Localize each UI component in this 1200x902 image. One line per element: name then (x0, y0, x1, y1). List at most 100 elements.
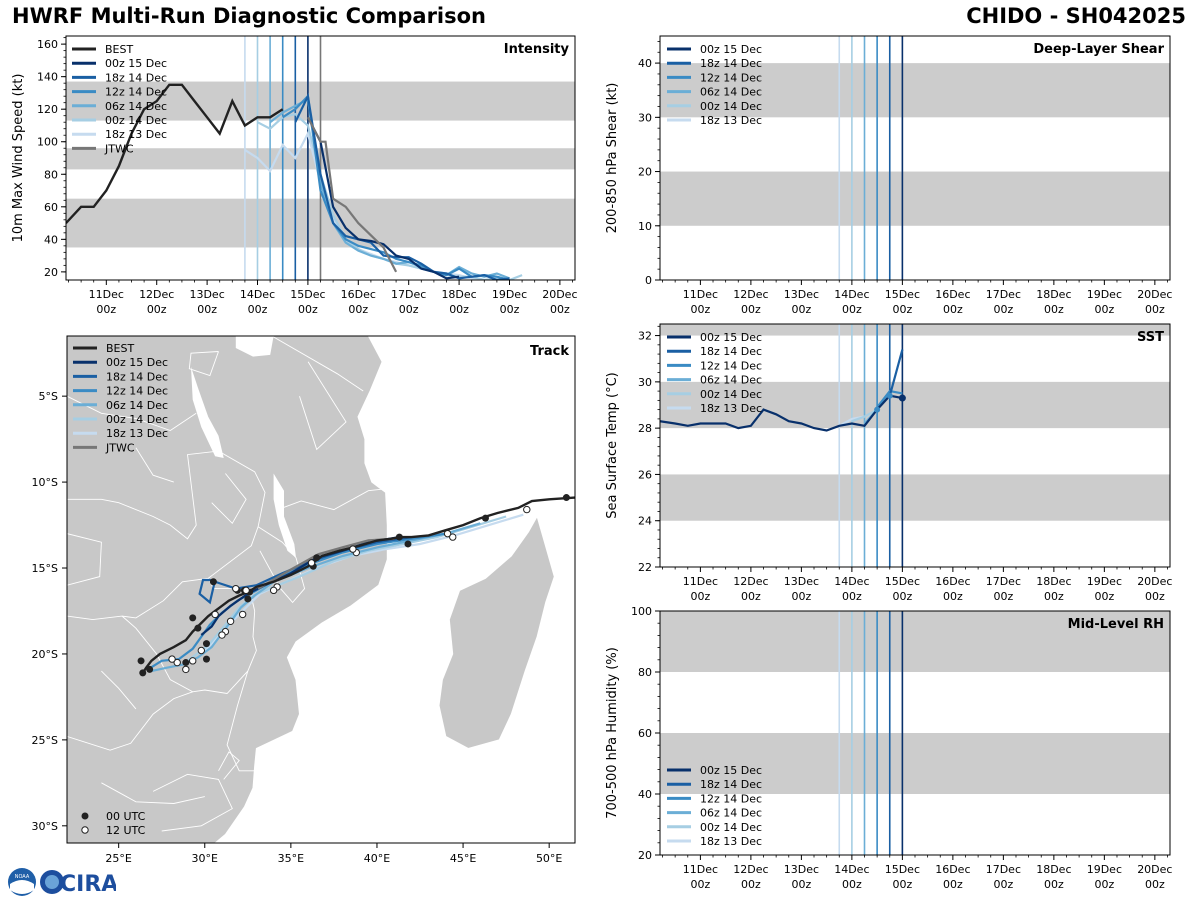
country-border (152, 773, 233, 832)
country-border (257, 526, 306, 604)
track-00utc-point (139, 669, 147, 677)
shear-legend-label: 00z 15 Dec (700, 43, 762, 56)
rh-xtick-hour: 00z (791, 878, 811, 891)
sst-xtick-day: 13Dec (784, 575, 819, 588)
rh-legend-label: 06z 14 Dec (700, 807, 762, 820)
sst-ytick-label: 28 (638, 422, 652, 435)
country-border (271, 336, 364, 392)
sst-band (660, 381, 1170, 429)
intensity-xtick-hour: 00z (197, 303, 217, 316)
intensity-xtick-hour: 00z (147, 303, 167, 316)
country-border (67, 395, 197, 431)
rh-panel: 20 40 60 80 100 11Dec 00z 12Dec 00z 13Dec 00z 14Dec… (605, 605, 1172, 891)
sst-xtick-day: 18Dec (1036, 575, 1071, 588)
intensity-legend-label: 06z 14 Dec (105, 100, 167, 113)
lake-victoria (235, 336, 274, 357)
track-ytick-label: 10°S (32, 476, 58, 489)
shear-legend-label: 18z 14 Dec (700, 57, 762, 70)
track-xtick-label: 40°E (364, 852, 390, 865)
intensity-xtick-day: 19Dec (492, 288, 527, 301)
intensity-xtick-day: 14Dec (240, 288, 275, 301)
cira-logo: NOAA CIRA (6, 866, 118, 898)
track-00utc-point (313, 554, 321, 562)
rh-xtick-day: 18Dec (1036, 863, 1071, 876)
rh-xtick-hour: 00z (1044, 878, 1064, 891)
track-ytick-label: 25°S (32, 734, 58, 747)
intensity-ytick-label: 140 (37, 71, 58, 84)
shear-band (660, 171, 1170, 226)
shear-ytick-label: 0 (645, 274, 652, 287)
intensity-xtick-day: 13Dec (189, 288, 224, 301)
sst-xtick-day: 16Dec (935, 575, 970, 588)
intensity-xtick-hour: 00z (500, 303, 520, 316)
track-12utc-point (269, 586, 278, 595)
shear-legend-label: 06z 14 Dec (700, 86, 762, 99)
track-00utc-point (481, 514, 489, 522)
rh-legend-label: 18z 13 Dec (700, 835, 762, 848)
track-00utc-point (146, 665, 154, 673)
intensity-xtick-day: 16Dec (341, 288, 376, 301)
track-00utc-point (137, 657, 145, 665)
track-00utc-point (202, 640, 210, 648)
shear-xtick-hour: 00z (791, 303, 811, 316)
track-12utc-point (168, 655, 176, 663)
rh-legend-label: 12z 14 Dec (700, 792, 762, 805)
intensity-legend-label: 00z 15 Dec (105, 57, 167, 70)
rh-xtick-day: 13Dec (784, 863, 819, 876)
shear-xtick-hour: 00z (892, 303, 912, 316)
sst-point (874, 406, 881, 413)
shear-legend-label: 12z 14 Dec (700, 71, 762, 84)
intensity-ytick-label: 80 (44, 168, 58, 181)
sst-run-line (888, 349, 904, 396)
shear-legend-label: 00z 14 Dec (700, 100, 762, 113)
rh-band (660, 611, 1170, 672)
track-frame (66, 335, 576, 844)
intensity-run-line (294, 92, 510, 280)
intensity-legend-label: 18z 14 Dec (105, 71, 167, 84)
rh-xtick-hour: 00z (842, 878, 862, 891)
intensity-run-line (306, 116, 460, 280)
sst-ylabel: Sea Surface Temp (°C) (605, 372, 620, 519)
country-border (67, 691, 193, 751)
intensity-ytick-label: 160 (37, 38, 58, 51)
rh-xtick-hour: 00z (741, 878, 761, 891)
shear-ylabel: 200-850 hPa Shear (kt) (605, 83, 620, 234)
shear-ytick-label: 40 (638, 57, 652, 70)
rh-xtick-day: 14Dec (834, 863, 869, 876)
cira-logo-text: CIRA (60, 872, 116, 897)
shear-xtick-day: 12Dec (733, 288, 768, 301)
intensity-legend-label: 18z 13 Dec (105, 128, 167, 141)
sst-ytick-label: 32 (638, 330, 652, 343)
rh-legend-label: 00z 14 Dec (700, 821, 762, 834)
intensity-xtick-hour: 00z (449, 303, 469, 316)
sst-xtick-day: 15Dec (885, 575, 920, 588)
sst-xtick-hour: 00z (943, 590, 963, 603)
rh-xtick-day: 19Dec (1087, 863, 1122, 876)
sst-ytick-label: 26 (638, 468, 652, 481)
track-00utc-point (404, 540, 412, 548)
intensity-xtick-hour: 00z (348, 303, 368, 316)
shear-xtick-day: 20Dec (1137, 288, 1172, 301)
sst-ytick-label: 30 (638, 376, 652, 389)
rh-xtick-day: 15Dec (885, 863, 920, 876)
sst-band (660, 474, 1170, 521)
track-legend-label: 18z 14 Dec (106, 370, 168, 383)
track-12utc-point (218, 631, 226, 639)
track-legend-label: 12z 14 Dec (106, 385, 168, 398)
country-border (101, 670, 137, 710)
rh-ylabel: 700-500 hPa Humidity (%) (605, 647, 620, 819)
shear-ytick-label: 20 (638, 166, 652, 179)
track-xtick-label: 30°E (192, 852, 218, 865)
rh-xtick-hour: 00z (943, 878, 963, 891)
lake-malawi (273, 473, 296, 558)
sst-ytick-label: 22 (638, 561, 652, 574)
intensity-xtick-hour: 00z (248, 303, 268, 316)
intensity-xtick-day: 20Dec (542, 288, 577, 301)
rh-legend-label: 18z 14 Dec (700, 778, 762, 791)
intensity-panel: 20 40 60 80 100 120 140 160 11Dec 00z 12Dec 00z 13De… (11, 35, 578, 316)
track-12utc-point (226, 617, 235, 625)
track-12utc-point (523, 505, 531, 514)
sst-legend-label: 18z 13 Dec (700, 402, 762, 415)
